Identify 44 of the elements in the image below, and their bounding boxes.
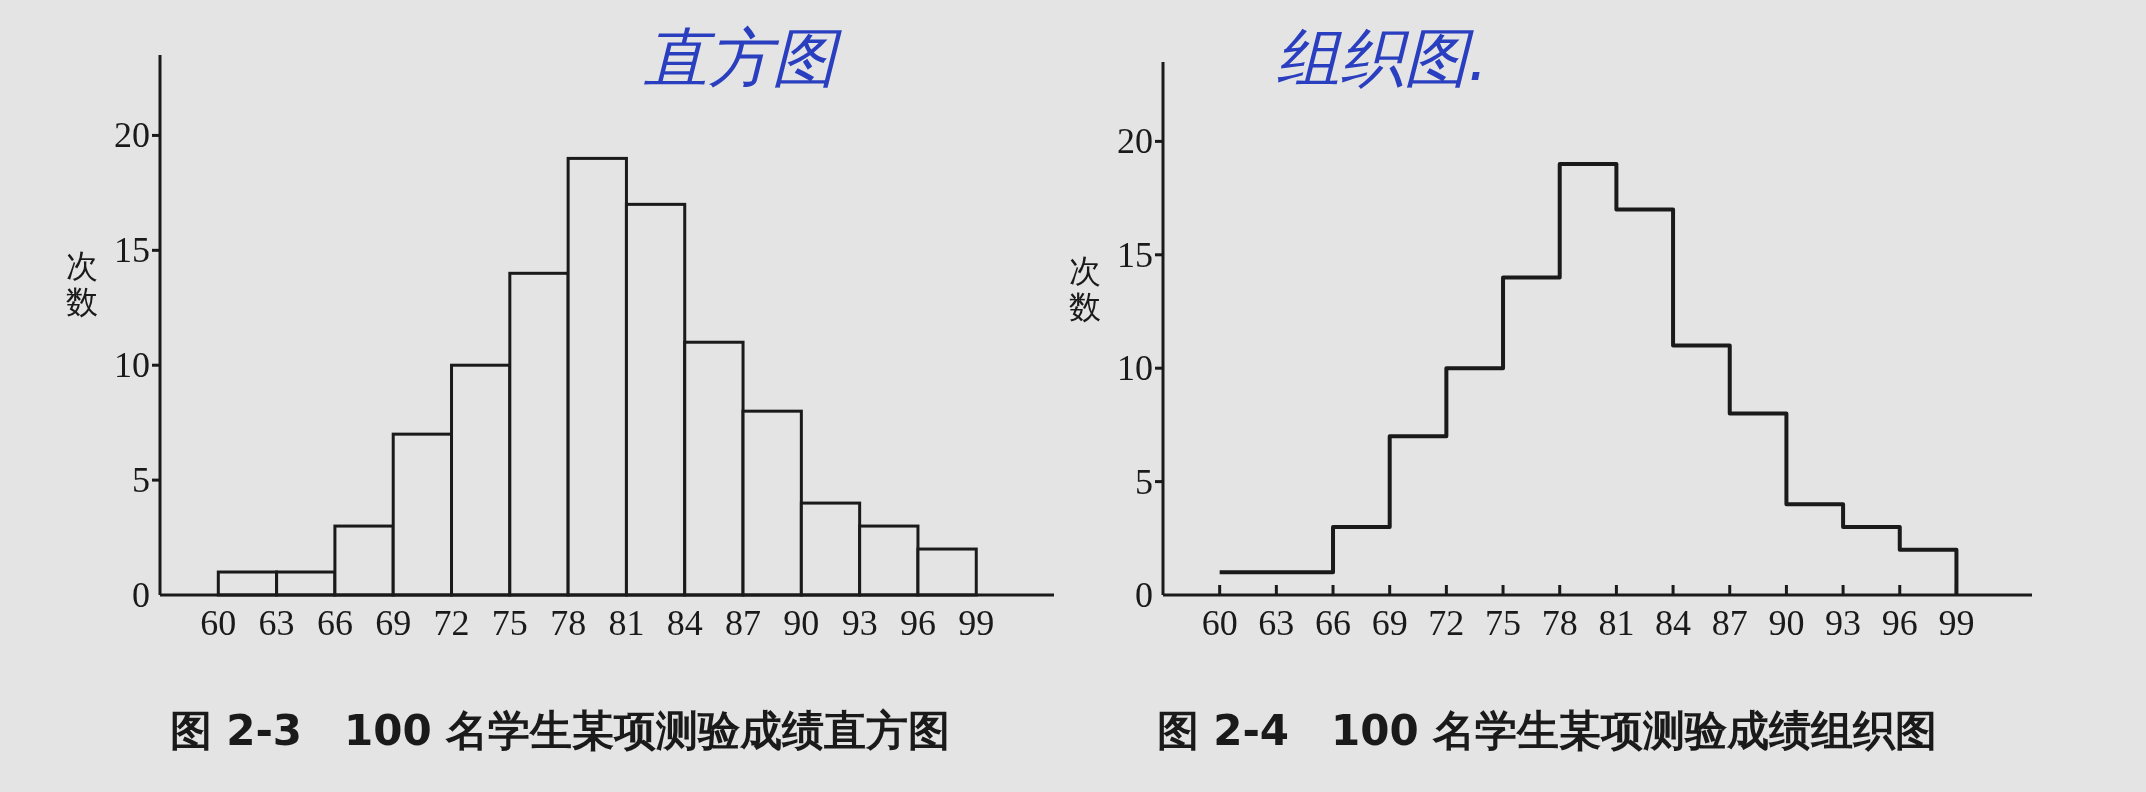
x-tick-label: 66	[1315, 603, 1352, 643]
text: 图 2-3 100 名学生某项测验成绩直方图	[169, 706, 951, 755]
annotation: 组织图.	[1275, 21, 1489, 95]
y-axis-title: 次数	[1069, 252, 1101, 326]
x-tick-label: 63	[258, 603, 295, 643]
x-tick-label: 90	[1768, 603, 1805, 643]
y-tick-label: 15	[1117, 234, 1153, 275]
x-tick-label: 99	[1938, 603, 1975, 643]
x-tick-label: 60	[1201, 603, 1238, 643]
x-tick-label: 96	[899, 603, 936, 643]
x-tick-label: 84	[666, 603, 703, 643]
x-tick-label: 75	[491, 603, 528, 643]
y-tick-label: 20	[114, 115, 150, 156]
y-tick-label: 15	[114, 230, 150, 271]
x-tick-label: 72	[433, 603, 470, 643]
x-tick-label: 72	[1428, 603, 1465, 643]
x-tick-label: 87	[1711, 603, 1748, 643]
x-tick-label: 78	[1541, 603, 1578, 643]
x-tick-label: 93	[841, 603, 878, 643]
annotation: 直方图	[644, 21, 842, 95]
x-tick-label: 81	[1598, 603, 1635, 643]
y-tick-label: 5	[132, 460, 150, 501]
y-tick-label: 10	[1117, 348, 1153, 389]
x-tick-label: 93	[1825, 603, 1862, 643]
x-tick-label: 87	[725, 603, 762, 643]
x-tick-label: 81	[608, 603, 645, 643]
y-tick-label: 20	[1117, 121, 1153, 162]
x-tick-label: 60	[200, 603, 237, 643]
x-tick-label: 90	[783, 603, 820, 643]
y-axis-title: 次数	[66, 247, 98, 321]
y-tick-label: 5	[1135, 461, 1153, 502]
x-tick-label: 69	[1371, 603, 1408, 643]
x-tick-label: 63	[1258, 603, 1295, 643]
text: 图 2-4 100 名学生某项测验成绩组织图	[1156, 706, 1938, 755]
y-tick-label: 0	[132, 575, 150, 615]
x-tick-label: 66	[316, 603, 353, 643]
x-tick-label: 84	[1655, 603, 1692, 643]
x-tick-label: 96	[1881, 603, 1918, 643]
x-tick-label: 69	[375, 603, 412, 643]
x-tick-label: 78	[550, 603, 587, 643]
x-tick-label: 99	[958, 603, 995, 643]
y-tick-label: 10	[114, 345, 150, 386]
x-tick-label: 75	[1485, 603, 1522, 643]
y-tick-label: 0	[1135, 575, 1153, 615]
